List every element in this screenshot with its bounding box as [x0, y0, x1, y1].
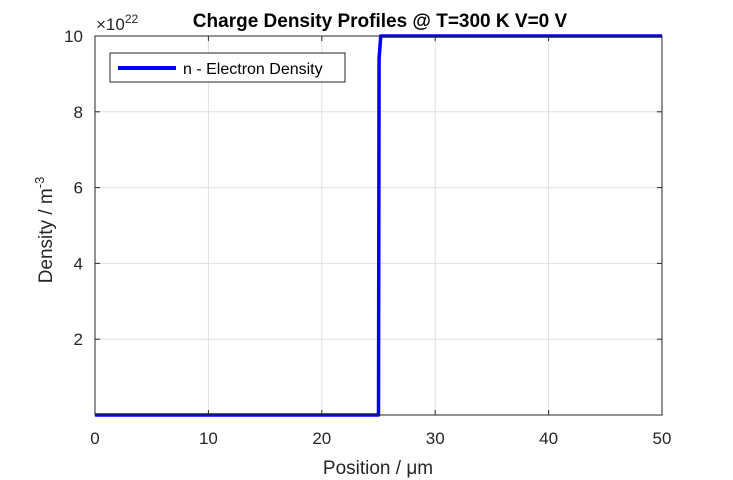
x-tick-label: 30: [426, 429, 445, 448]
y-tick-label: 10: [64, 27, 83, 46]
legend-entry: n - Electron Density: [183, 61, 323, 78]
y-tick-label: 4: [74, 254, 83, 273]
ticks: [94, 35, 663, 415]
y-axis-label: Density / m-3: [32, 177, 57, 284]
x-tick-label: 20: [312, 429, 331, 448]
y-multiplier-exponent: 22: [125, 12, 139, 26]
x-tick-label: 40: [539, 429, 558, 448]
chart-title: Charge Density Profiles @ T=300 K V=0 V: [193, 11, 568, 32]
x-tick-labels: 0 10 20 30 40 50: [90, 429, 671, 448]
y-tick-label: 8: [74, 103, 83, 122]
x-tick-label: 10: [199, 429, 218, 448]
x-axis-label: Position / μm: [323, 458, 433, 479]
y-multiplier: ×1022: [96, 12, 139, 34]
y-tick-label: 6: [74, 179, 83, 198]
x-tick-label: 0: [90, 429, 99, 448]
legend: n - Electron Density: [109, 52, 346, 83]
y-tick-labels: 2 4 6 8 10: [64, 27, 83, 349]
y-axis-label-exponent: -3: [32, 177, 47, 189]
y-axis-label-text: Density / m: [36, 188, 57, 283]
x-tick-label: 50: [653, 429, 672, 448]
y-tick-label: 2: [74, 330, 83, 349]
axes-box: [94, 35, 663, 416]
